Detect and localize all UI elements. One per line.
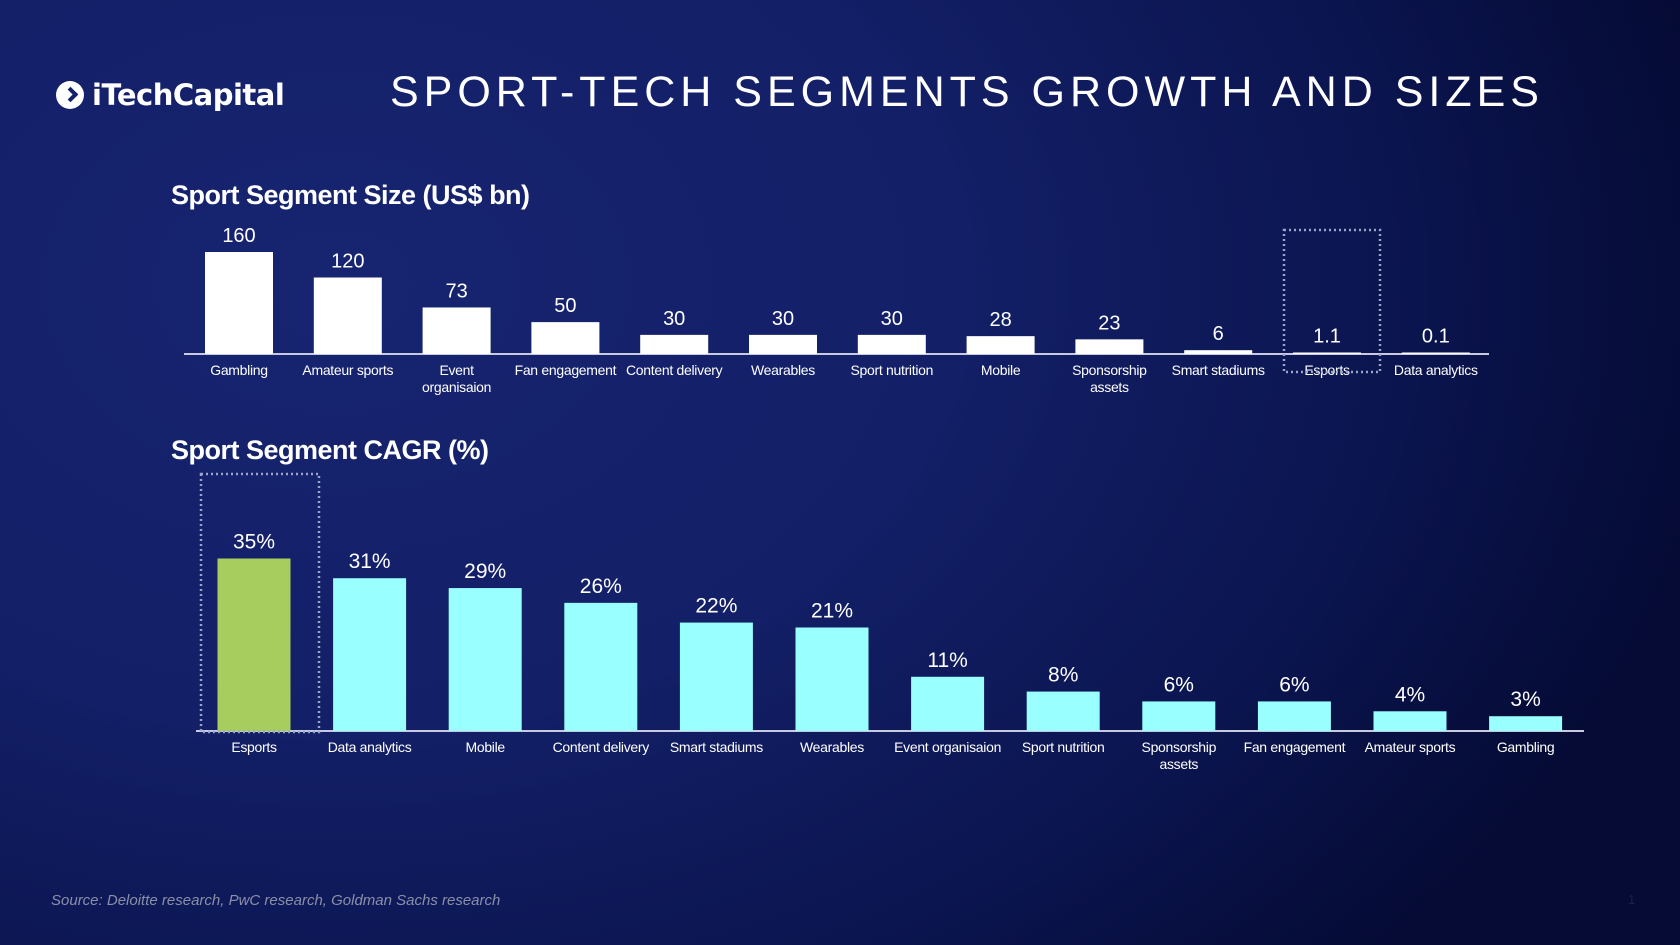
cagr-category-label: Sponsorship assets: [1142, 739, 1217, 772]
size-category-label: Smart stadiums: [1172, 362, 1265, 378]
cagr-data-label: 35%: [233, 531, 275, 554]
cagr-data-label: 8%: [1048, 664, 1078, 687]
cagr-bar: [1257, 701, 1331, 731]
cagr-bar: [448, 588, 522, 731]
cagr-data-label: 3%: [1510, 688, 1540, 711]
size-data-label: 1.1: [1313, 326, 1341, 348]
cagr-bar: [679, 622, 753, 731]
cagr-data-label: 22%: [695, 595, 737, 618]
size-bar: [857, 334, 926, 354]
cagr-category-label: Amateur sports: [1365, 739, 1456, 755]
size-category-label: Content delivery: [626, 362, 723, 378]
cagr-bar: [1026, 691, 1100, 731]
cagr-data-label: 6%: [1279, 673, 1309, 696]
size-category-label: Event organisaion: [422, 362, 491, 395]
chevron-right-circle-icon: [56, 81, 84, 109]
source-note: Source: Deloitte research, PwC research,…: [51, 892, 501, 909]
cagr-data-label: 11%: [927, 649, 967, 672]
cagr-category-label: Content delivery: [553, 739, 650, 755]
cagr-bar: [333, 578, 407, 731]
size-data-label: 50: [554, 295, 576, 317]
size-data-label: 30: [663, 308, 685, 330]
cagr-category-label: Data analytics: [328, 739, 412, 755]
size-category-label: Amateur sports: [302, 362, 393, 378]
cagr-category-label: Wearables: [800, 739, 864, 755]
size-highlight-box: [1282, 228, 1382, 374]
size-data-label: 30: [772, 308, 794, 330]
cagr-category-label: Sport nutrition: [1022, 739, 1105, 755]
cagr-bar: [217, 558, 291, 731]
size-category-label: Sponsorship assets: [1072, 362, 1147, 395]
cagr-bar: [1489, 716, 1563, 731]
size-bar: [1075, 339, 1144, 354]
size-bar: [531, 322, 600, 354]
logo-text: iTechCapital: [92, 78, 285, 112]
size-bar: [422, 307, 491, 354]
size-category-label: Fan engagement: [515, 362, 617, 378]
cagr-data-label: 31%: [349, 550, 391, 573]
page-title: SPORT-TECH SEGMENTS GROWTH AND SIZES: [390, 68, 1544, 116]
size-bar: [1293, 352, 1361, 354]
size-bar: [313, 277, 382, 354]
cagr-bar: [1373, 711, 1447, 731]
size-category-label: Sport nutrition: [850, 362, 933, 378]
page-number: 1: [1628, 892, 1636, 907]
size-data-label: 30: [881, 308, 903, 330]
size-bar: [749, 334, 817, 354]
cagr-category-label: Esports: [231, 739, 277, 755]
cagr-bar: [1142, 701, 1216, 731]
cagr-category-label: Smart stadiums: [670, 739, 763, 755]
size-data-label: 0.1: [1422, 326, 1450, 348]
cagr-data-label: 4%: [1395, 683, 1425, 706]
size-category-label: Wearables: [751, 362, 815, 378]
size-bar: [1184, 350, 1253, 354]
cagr-bar: [795, 627, 869, 731]
size-category-label: Data analytics: [1394, 362, 1478, 378]
size-bar: [1401, 352, 1470, 354]
cagr-data-label: 26%: [580, 575, 622, 598]
size-data-label: 28: [989, 309, 1011, 331]
size-bar: [205, 252, 273, 354]
size-data-label: 6: [1213, 323, 1224, 345]
cagr-chart-title: Sport Segment CAGR (%): [171, 435, 489, 465]
cagr-bar: [564, 602, 638, 731]
size-bar: [966, 336, 1035, 354]
cagr-category-label: Gambling: [1497, 739, 1555, 755]
size-data-label: 160: [222, 225, 255, 247]
size-chart-title: Sport Segment Size (US$ bn): [171, 180, 530, 210]
cagr-data-label: 21%: [811, 600, 853, 623]
size-data-label: 120: [331, 251, 364, 273]
logo: iTechCapital: [56, 78, 285, 112]
size-category-label: Gambling: [210, 362, 268, 378]
size-category-label: Mobile: [981, 362, 1021, 378]
size-category-label: Esports: [1304, 362, 1350, 378]
cagr-data-label: 29%: [464, 560, 506, 583]
size-bar: [640, 334, 709, 354]
cagr-category-label: Mobile: [465, 739, 505, 755]
cagr-category-label: Event organisaion: [894, 739, 1001, 755]
cagr-bar: [911, 676, 985, 731]
size-data-label: 73: [445, 280, 467, 302]
size-data-label: 23: [1098, 312, 1120, 334]
cagr-data-label: 6%: [1164, 673, 1194, 696]
cagr-highlight-box: [199, 472, 321, 734]
cagr-category-label: Fan engagement: [1244, 739, 1346, 755]
